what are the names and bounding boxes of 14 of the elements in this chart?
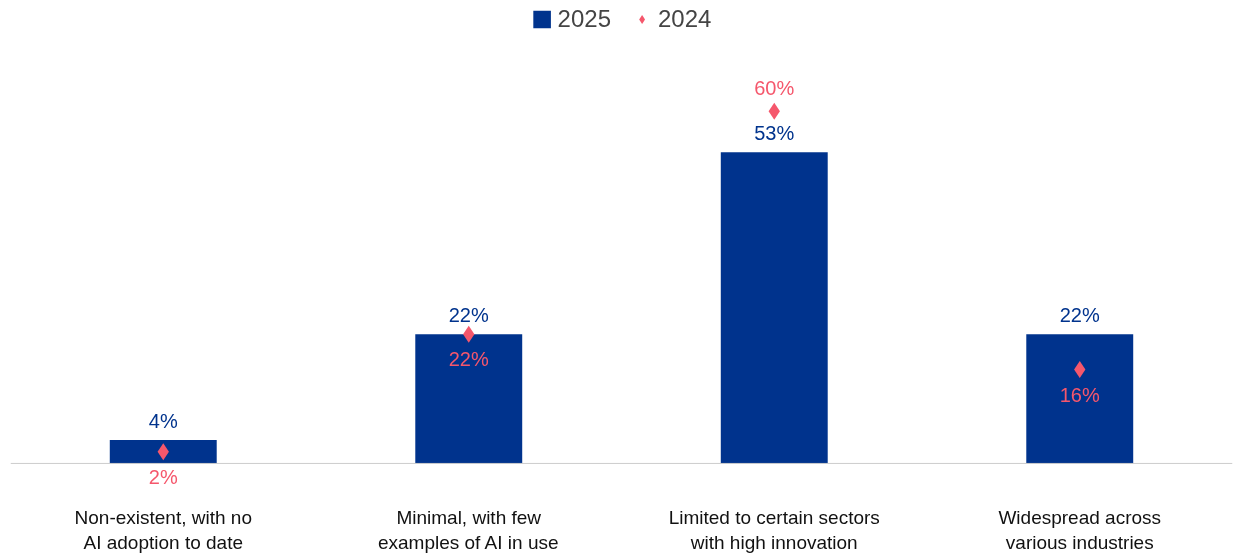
legend-label: 2025 [557, 5, 611, 33]
data-label: 22% [448, 348, 489, 371]
data-label: 53% [754, 122, 795, 145]
data-label: 2% [148, 465, 178, 488]
x-tick-label: Non-existent, with no AI adoption to date [74, 506, 252, 553]
legend-label: 2024 [658, 5, 712, 33]
x-tick-label: Limited to certain sectors with high innovation [668, 506, 880, 553]
x-tick-label: Minimal, with few examples of AI in use [377, 506, 559, 553]
data-label: 4% [148, 409, 178, 432]
data-label: 22% [1059, 304, 1100, 327]
x-tick-label: Widespread across various industries [998, 506, 1162, 553]
data-label: 60% [754, 77, 795, 100]
data-label: 22% [448, 304, 489, 327]
data-label: 16% [1059, 383, 1100, 406]
